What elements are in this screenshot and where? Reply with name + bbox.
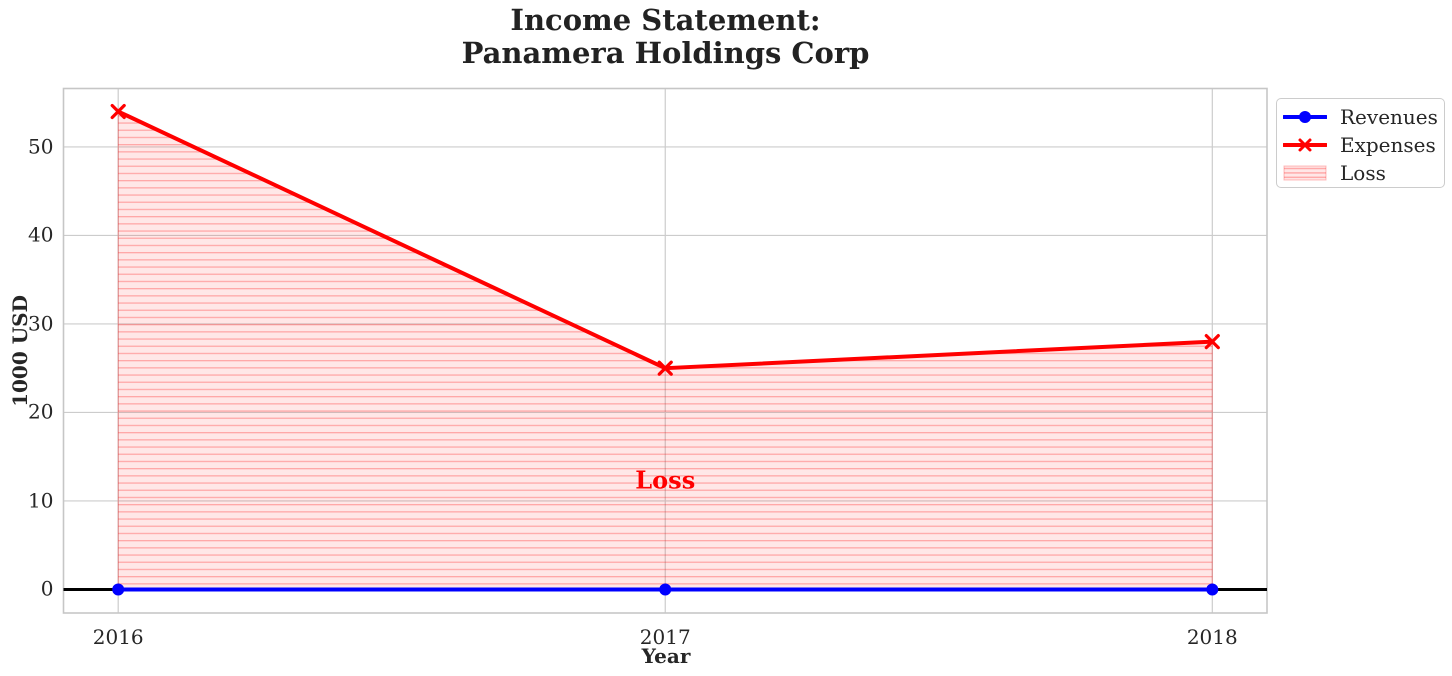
revenues-marker	[1206, 583, 1219, 596]
x-tick-label: 2016	[92, 625, 144, 649]
x-tick-label: 2017	[639, 625, 691, 649]
x-tick-label: 2018	[1186, 625, 1238, 649]
legend-swatch-patch-hatched	[1283, 165, 1327, 181]
expenses-marker	[1204, 334, 1220, 350]
legend-label: Revenues	[1340, 105, 1438, 129]
legend-swatch-line-x	[1283, 138, 1327, 152]
legend-entry-loss: Loss	[1283, 159, 1438, 187]
y-tick-label: 10	[28, 488, 54, 513]
y-tick-label: 20	[28, 399, 54, 424]
loss-annotation: Loss	[635, 465, 696, 495]
expenses-marker	[657, 360, 673, 376]
chart-title: Income Statement: Panamera Holdings Corp	[461, 3, 870, 70]
legend-label: Loss	[1340, 161, 1386, 185]
legend: Revenues Expenses Loss	[1276, 98, 1445, 188]
y-tick-label: 40	[28, 222, 54, 247]
revenues-marker	[659, 583, 672, 596]
x-axis-label: Year	[641, 644, 691, 668]
legend-entry-revenues: Revenues	[1283, 103, 1438, 131]
expenses-marker	[110, 103, 126, 120]
axes-frame	[62, 87, 1268, 614]
y-tick-label: 0	[40, 576, 54, 601]
y-tick-label: 30	[28, 311, 54, 336]
legend-label: Expenses	[1340, 133, 1436, 157]
y-tick-label: 50	[28, 134, 54, 159]
revenues-marker	[112, 583, 125, 596]
legend-entry-expenses: Expenses	[1283, 131, 1438, 159]
legend-swatch-line-circle	[1283, 111, 1327, 123]
